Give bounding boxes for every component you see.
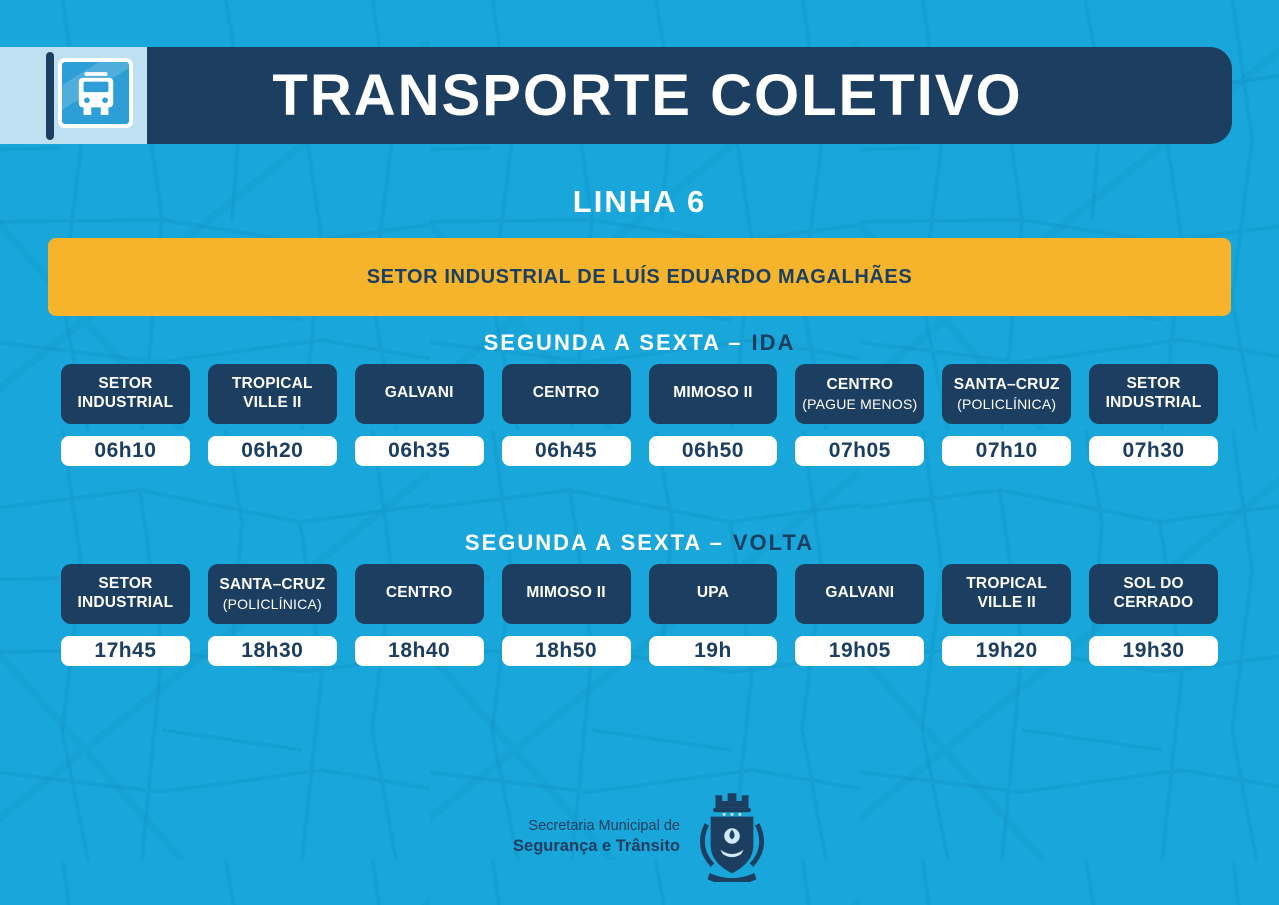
stop-name: CENTRO bbox=[826, 376, 894, 393]
stop-time: 18h30 bbox=[207, 636, 337, 666]
section-heading-prefix: SEGUNDA A SEXTA – bbox=[464, 530, 724, 555]
stop-subname: (POLICLÍNICA) bbox=[222, 595, 322, 612]
stops-row-ida: SETOR INDUSTRIAL 06h10 TROPICAL VILLE II… bbox=[0, 364, 1279, 466]
section-heading-direction: VOLTA bbox=[732, 530, 815, 555]
stop-name-box: SETOR INDUSTRIAL bbox=[61, 564, 190, 624]
stop-name: MIMOSO II bbox=[673, 384, 753, 402]
stop-name-box: GALVANI bbox=[795, 564, 925, 624]
stop-column: MIMOSO II 18h50 bbox=[501, 564, 631, 666]
stop-column: GALVANI 19h05 bbox=[795, 564, 925, 666]
stop-name-box: SOL DO CERRADO bbox=[1089, 564, 1218, 624]
stop-column: GALVANI 06h35 bbox=[354, 364, 484, 466]
bus-stop-sign-icon bbox=[58, 58, 133, 128]
header: TRANSPORTE COLETIVO bbox=[0, 47, 1232, 144]
stop-column: SANTA–CRUZ (POLICLÍNICA) 07h10 bbox=[942, 364, 1072, 466]
stop-name: UPA bbox=[696, 584, 730, 602]
stop-column: MIMOSO II 06h50 bbox=[648, 364, 778, 466]
stop-column: TROPICAL VILLE II 19h20 bbox=[942, 564, 1072, 666]
stop-name: SETOR INDUSTRIAL bbox=[77, 374, 174, 411]
stop-time: 06h50 bbox=[648, 436, 778, 466]
section-heading-ida: SEGUNDA A SEXTA – IDA bbox=[0, 330, 1279, 356]
stop-name-box: SANTA–CRUZ (POLICLÍNICA) bbox=[207, 564, 337, 624]
stop-column: SANTA–CRUZ (POLICLÍNICA) 18h30 bbox=[207, 564, 337, 666]
stop-name-box: SANTA–CRUZ (POLICLÍNICA) bbox=[942, 364, 1072, 424]
stop-name-box: UPA bbox=[648, 564, 778, 624]
stop-column: CENTRO 18h40 bbox=[354, 564, 484, 666]
stop-name-box: CENTRO bbox=[501, 364, 631, 424]
stop-name: SETOR INDUSTRIAL bbox=[1105, 374, 1202, 411]
stop-time: 06h20 bbox=[207, 436, 337, 466]
stop-column: CENTRO 06h45 bbox=[501, 364, 631, 466]
stop-name: SANTA–CRUZ bbox=[953, 376, 1060, 393]
stop-column: SETOR INDUSTRIAL 17h45 bbox=[61, 564, 190, 666]
stop-name-box: CENTRO (PAGUE MENOS) bbox=[795, 364, 925, 424]
footer: Secretaria Municipal de Segurança e Trân… bbox=[0, 792, 1279, 882]
sign-pole bbox=[46, 52, 54, 140]
stop-time: 07h30 bbox=[1089, 436, 1218, 466]
stop-time: 06h35 bbox=[354, 436, 484, 466]
stop-time: 18h40 bbox=[354, 636, 484, 666]
stop-name-box: MIMOSO II bbox=[648, 364, 778, 424]
stop-time: 19h30 bbox=[1089, 636, 1218, 666]
stop-time: 07h10 bbox=[942, 436, 1072, 466]
stop-name-box: CENTRO bbox=[354, 564, 484, 624]
stop-name: GALVANI bbox=[825, 584, 895, 602]
stop-subname: (POLICLÍNICA) bbox=[957, 395, 1057, 412]
stop-time: 19h bbox=[648, 636, 778, 666]
stop-name: CENTRO bbox=[532, 384, 600, 402]
stop-name-box: GALVANI bbox=[354, 364, 484, 424]
stop-name: MIMOSO II bbox=[526, 584, 606, 602]
route-banner-text: SETOR INDUSTRIAL DE LUÍS EDUARDO MAGALHÃ… bbox=[366, 265, 913, 288]
coat-of-arms-icon bbox=[699, 793, 764, 882]
bus-icon bbox=[78, 72, 113, 116]
stop-name: SANTA–CRUZ bbox=[219, 576, 326, 593]
stop-name: GALVANI bbox=[384, 384, 454, 402]
stop-name: TROPICAL VILLE II bbox=[231, 374, 313, 411]
stop-time: 18h50 bbox=[501, 636, 631, 666]
route-banner: SETOR INDUSTRIAL DE LUÍS EDUARDO MAGALHÃ… bbox=[48, 238, 1231, 316]
section-heading-prefix: SEGUNDA A SEXTA – bbox=[483, 330, 743, 355]
stop-column: UPA 19h bbox=[648, 564, 778, 666]
stop-time: 19h20 bbox=[942, 636, 1072, 666]
stop-column: TROPICAL VILLE II 06h20 bbox=[207, 364, 337, 466]
poster-title: TRANSPORTE COLETIVO bbox=[272, 63, 1023, 128]
stop-time: 07h05 bbox=[795, 436, 925, 466]
line-number-label: LINHA 6 bbox=[572, 184, 707, 219]
stop-time: 06h45 bbox=[501, 436, 631, 466]
stop-name-box: SETOR INDUSTRIAL bbox=[1089, 364, 1218, 424]
footer-org-line1: Secretaria Municipal de bbox=[528, 817, 680, 834]
section-heading-volta: SEGUNDA A SEXTA – VOLTA bbox=[0, 530, 1279, 556]
stop-name-box: TROPICAL VILLE II bbox=[207, 364, 337, 424]
stop-time: 06h10 bbox=[61, 436, 190, 466]
stop-name-box: MIMOSO II bbox=[501, 564, 631, 624]
bus-stop-badge bbox=[0, 47, 147, 144]
stop-name: TROPICAL VILLE II bbox=[966, 574, 1048, 611]
stop-column: SETOR INDUSTRIAL 07h30 bbox=[1089, 364, 1218, 466]
footer-org-text: Secretaria Municipal de Segurança e Trân… bbox=[513, 817, 680, 857]
stop-time: 19h05 bbox=[795, 636, 925, 666]
stop-subname: (PAGUE MENOS) bbox=[802, 395, 918, 412]
stop-time: 17h45 bbox=[61, 636, 190, 666]
header-title-bar: TRANSPORTE COLETIVO bbox=[147, 47, 1232, 144]
stop-name: SOL DO CERRADO bbox=[1113, 574, 1194, 611]
stop-name-box: SETOR INDUSTRIAL bbox=[61, 364, 190, 424]
footer-org-line2: Segurança e Trânsito bbox=[513, 836, 680, 855]
stop-name: SETOR INDUSTRIAL bbox=[77, 574, 174, 611]
section-heading-direction: IDA bbox=[751, 330, 796, 355]
stop-column: SOL DO CERRADO 19h30 bbox=[1089, 564, 1218, 666]
stop-name-box: TROPICAL VILLE II bbox=[942, 564, 1072, 624]
stops-row-volta: SETOR INDUSTRIAL 17h45 SANTA–CRUZ (POLIC… bbox=[0, 564, 1279, 666]
stop-column: CENTRO (PAGUE MENOS) 07h05 bbox=[795, 364, 925, 466]
stop-column: SETOR INDUSTRIAL 06h10 bbox=[61, 364, 190, 466]
stop-name: CENTRO bbox=[385, 584, 453, 602]
